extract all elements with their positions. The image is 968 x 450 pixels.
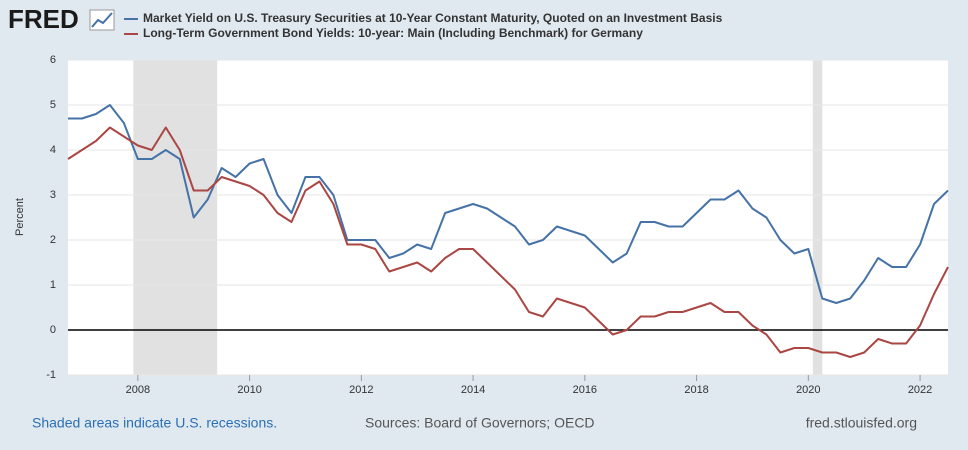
y-tick-label: 6 bbox=[50, 54, 56, 66]
recession-note[interactable]: Shaded areas indicate U.S. recessions. bbox=[32, 415, 277, 431]
logo: FRED bbox=[8, 4, 79, 34]
x-tick-label: 2010 bbox=[237, 384, 261, 396]
legend-label: Long-Term Government Bond Yields: 10-yea… bbox=[143, 26, 643, 40]
legend-label: Market Yield on U.S. Treasury Securities… bbox=[143, 11, 723, 25]
x-tick-label: 2014 bbox=[461, 384, 485, 396]
x-tick-label: 2016 bbox=[573, 384, 597, 396]
y-tick-label: 5 bbox=[50, 99, 56, 111]
y-tick-label: -1 bbox=[46, 369, 56, 381]
y-tick-label: 3 bbox=[50, 189, 56, 201]
x-tick-label: 2020 bbox=[796, 384, 820, 396]
y-tick-label: 0 bbox=[50, 324, 56, 336]
site[interactable]: fred.stlouisfed.org bbox=[806, 415, 917, 431]
recession-shade bbox=[133, 60, 218, 375]
x-tick-label: 2022 bbox=[908, 384, 932, 396]
y-tick-label: 2 bbox=[50, 234, 56, 246]
source: Sources: Board of Governors; OECD bbox=[365, 415, 595, 431]
recession-shade bbox=[812, 60, 823, 375]
x-tick-label: 2018 bbox=[684, 384, 708, 396]
series-line bbox=[67, 126, 949, 358]
x-tick-label: 2012 bbox=[349, 384, 373, 396]
y-tick-label: 4 bbox=[50, 144, 56, 156]
x-tick-label: 2008 bbox=[126, 384, 150, 396]
logo-icon-line bbox=[91, 12, 113, 28]
y-tick-label: 1 bbox=[50, 279, 56, 291]
logo-icon bbox=[89, 9, 115, 31]
y-axis-label: Percent bbox=[14, 198, 26, 236]
